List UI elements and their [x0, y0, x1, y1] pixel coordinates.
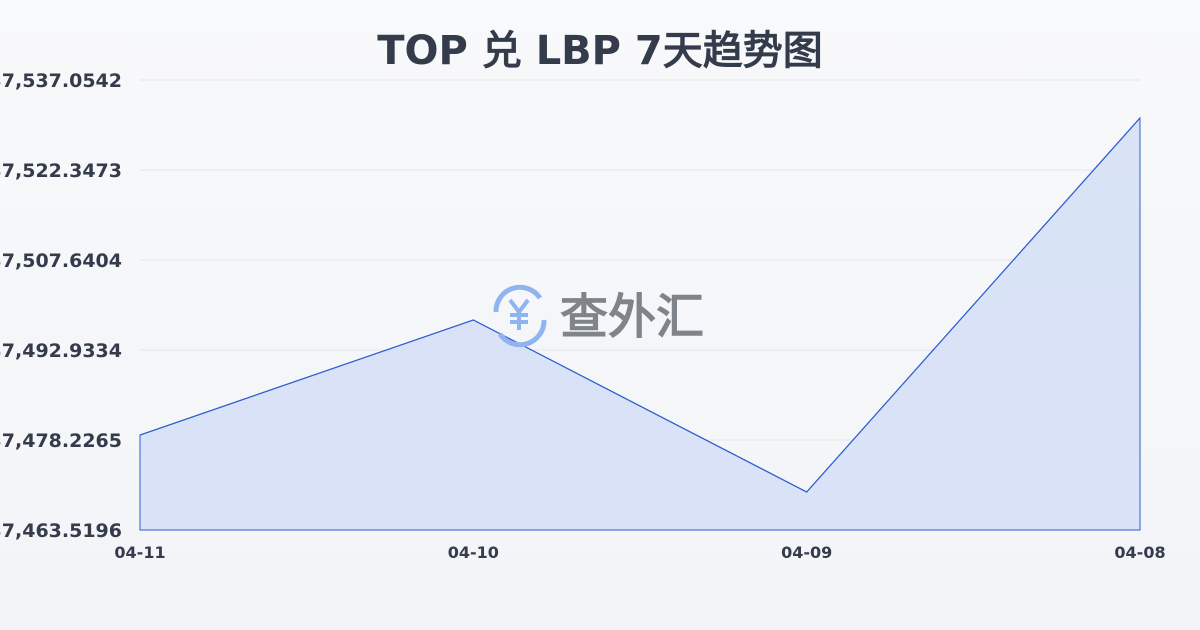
x-tick-label: 04-10 [448, 543, 499, 562]
y-tick-label: 37,507.6404 [0, 250, 122, 272]
yen-exchange-icon [493, 284, 547, 348]
y-tick-label: 37,478.2265 [0, 430, 122, 452]
y-tick-label: 37,537.0542 [0, 70, 122, 92]
y-tick-label: 37,522.3473 [0, 160, 122, 182]
y-tick-label: 37,463.5196 [0, 520, 122, 542]
watermark: 查外汇 [493, 284, 704, 348]
y-tick-label: 37,492.9334 [0, 340, 122, 362]
x-tick-label: 04-08 [1114, 543, 1165, 562]
x-tick-label: 04-11 [114, 543, 165, 562]
x-tick-label: 04-09 [781, 543, 832, 562]
watermark-text: 查外汇 [560, 289, 704, 345]
chart-title: TOP 兑 LBP 7天趋势图 [377, 28, 823, 74]
series-line [139, 117, 1141, 493]
